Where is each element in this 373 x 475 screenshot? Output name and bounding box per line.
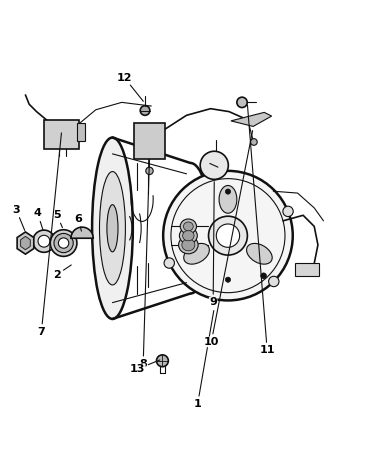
- Circle shape: [283, 206, 293, 217]
- Text: 10: 10: [204, 131, 253, 347]
- Circle shape: [33, 230, 55, 252]
- Text: 3: 3: [12, 205, 25, 230]
- Wedge shape: [71, 227, 93, 238]
- Ellipse shape: [182, 239, 195, 251]
- Circle shape: [225, 189, 231, 194]
- Circle shape: [38, 235, 50, 247]
- Circle shape: [200, 151, 228, 180]
- Circle shape: [269, 276, 279, 286]
- Text: 6: 6: [75, 214, 82, 231]
- Ellipse shape: [179, 236, 198, 254]
- Circle shape: [171, 179, 285, 293]
- Text: 12: 12: [116, 73, 143, 101]
- Circle shape: [261, 273, 267, 279]
- FancyBboxPatch shape: [134, 124, 164, 159]
- Ellipse shape: [219, 185, 237, 213]
- Text: 5: 5: [53, 210, 62, 228]
- Circle shape: [140, 106, 150, 115]
- Ellipse shape: [100, 171, 125, 285]
- Text: 13: 13: [130, 360, 160, 374]
- Circle shape: [251, 139, 257, 145]
- Ellipse shape: [247, 243, 272, 264]
- Ellipse shape: [184, 222, 193, 231]
- Text: 4: 4: [34, 209, 43, 230]
- Text: 1: 1: [194, 311, 214, 409]
- Ellipse shape: [180, 219, 197, 234]
- Ellipse shape: [92, 138, 133, 319]
- Text: 11: 11: [247, 105, 275, 355]
- Circle shape: [237, 97, 247, 107]
- FancyBboxPatch shape: [77, 123, 85, 141]
- Circle shape: [50, 230, 77, 256]
- Text: 8: 8: [139, 161, 150, 369]
- Circle shape: [59, 238, 69, 248]
- Polygon shape: [21, 237, 30, 250]
- Text: 9: 9: [209, 182, 217, 307]
- Circle shape: [78, 129, 84, 135]
- Polygon shape: [231, 113, 272, 126]
- Text: 7: 7: [38, 133, 62, 337]
- Ellipse shape: [107, 205, 118, 252]
- Circle shape: [54, 233, 73, 253]
- Circle shape: [216, 224, 239, 247]
- FancyBboxPatch shape: [295, 263, 319, 276]
- Circle shape: [164, 258, 175, 268]
- Circle shape: [157, 355, 168, 367]
- Circle shape: [163, 171, 293, 301]
- Ellipse shape: [184, 243, 209, 264]
- Ellipse shape: [179, 228, 197, 244]
- Ellipse shape: [183, 230, 194, 241]
- Polygon shape: [17, 232, 34, 254]
- FancyBboxPatch shape: [44, 120, 79, 149]
- Circle shape: [249, 116, 254, 122]
- Circle shape: [209, 216, 247, 255]
- Text: 2: 2: [53, 265, 71, 279]
- Circle shape: [146, 167, 153, 174]
- Circle shape: [225, 277, 231, 282]
